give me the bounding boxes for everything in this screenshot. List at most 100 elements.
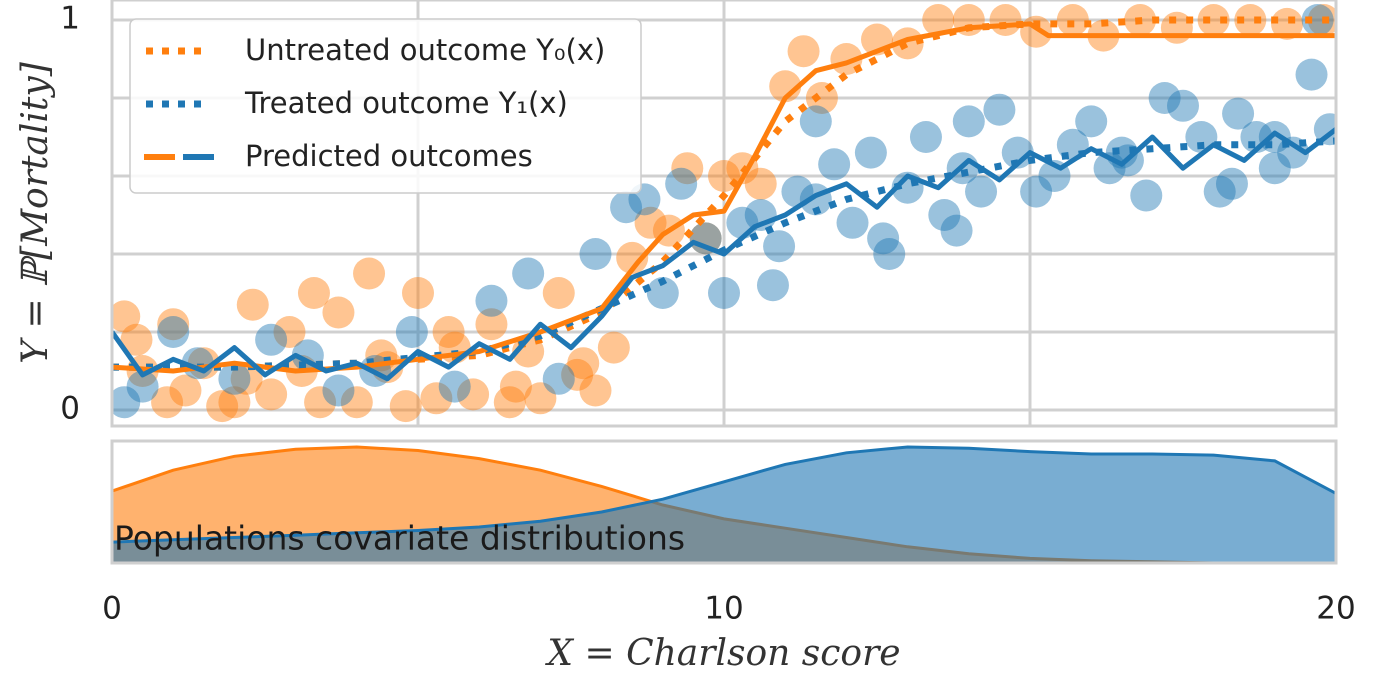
legend-box xyxy=(129,18,642,194)
scatter-point xyxy=(218,386,251,419)
distribution-panel: Populations covariate distributions xyxy=(110,439,1338,565)
y-axis-label: Y = ℙ[Mortality] xyxy=(15,61,56,363)
scatter-point xyxy=(499,370,532,403)
distribution-area xyxy=(112,447,1336,563)
legend-label-treated: Treated outcome Y₁(x) xyxy=(244,86,568,120)
scatter-point xyxy=(1167,89,1199,122)
x-tick-label: 10 xyxy=(704,591,743,627)
scatter-point xyxy=(646,277,679,309)
scatter-point xyxy=(1222,97,1255,130)
scatter-point xyxy=(438,370,471,403)
scatter-point xyxy=(389,390,422,423)
distribution-annotation: Populations covariate distributions xyxy=(114,519,685,558)
scatter-point xyxy=(579,238,612,270)
legend: Untreated outcome Y₀(x) Treated outcome … xyxy=(129,18,642,194)
legend-label-untreated: Untreated outcome Y₀(x) xyxy=(245,33,605,67)
true-outcome-curve xyxy=(112,16,1336,371)
scatter-point xyxy=(126,370,159,403)
outcome-lines xyxy=(112,16,1336,382)
distribution-edge xyxy=(112,445,1336,544)
predicted-outcome-line xyxy=(112,127,1336,382)
scatter-point xyxy=(671,152,704,185)
scatter-point xyxy=(322,296,355,329)
x-tick-labels: 0 10 20 xyxy=(102,591,1356,627)
scatter-point xyxy=(940,214,973,247)
scatter-point xyxy=(542,362,575,395)
scatter-point xyxy=(1148,82,1181,114)
scatter-point xyxy=(457,378,490,411)
scatter-point xyxy=(1215,167,1248,200)
outcome-panel: 01 Y = ℙ[Mortality] Untreated outcome Y₀… xyxy=(15,0,1338,428)
scatter-point xyxy=(420,382,453,415)
scatter-point xyxy=(763,230,796,263)
legend-label-predicted: Predicted outcomes xyxy=(245,139,533,173)
scatter-point xyxy=(579,374,612,407)
scatter-point xyxy=(836,206,869,239)
scatter-point xyxy=(112,300,141,333)
x-axis-label: X = Charlson score xyxy=(544,633,900,674)
scatter-point xyxy=(616,241,649,274)
scatter-point xyxy=(634,206,667,239)
scatter-point xyxy=(567,347,600,380)
scatter-point xyxy=(818,148,851,181)
scatter-point xyxy=(867,222,900,255)
scatter-point xyxy=(402,277,434,309)
scatter-point xyxy=(512,257,545,290)
scatter-point xyxy=(1258,152,1291,185)
scatter-point xyxy=(891,27,924,60)
scatter-point xyxy=(151,386,184,419)
scatter-point xyxy=(756,269,789,302)
scatter-point xyxy=(297,277,330,309)
scatter-point xyxy=(353,257,386,290)
x-tick-label: 0 xyxy=(102,591,122,627)
scatter-point xyxy=(787,35,820,68)
scatter-point xyxy=(255,323,288,356)
scatter-point xyxy=(524,382,557,415)
scatter-point xyxy=(236,288,269,321)
scatter-point xyxy=(1234,4,1267,36)
scatter-point xyxy=(983,93,1016,126)
scatter-point xyxy=(965,175,998,208)
scatter-point xyxy=(597,331,630,364)
scatter-point xyxy=(952,105,985,138)
scatter-point xyxy=(112,386,141,419)
scatter-point xyxy=(1301,4,1334,36)
y-tick-label: 0 xyxy=(60,391,80,427)
scatter-point xyxy=(395,316,428,348)
scatter-point xyxy=(218,362,251,395)
distribution-panel-frame xyxy=(110,439,1338,565)
scatter-point xyxy=(1075,105,1108,138)
scatter-point xyxy=(561,358,594,391)
scatter-point xyxy=(1203,175,1236,208)
scatter-point xyxy=(989,4,1022,36)
scatter-point xyxy=(744,167,777,200)
scatter-point xyxy=(273,316,306,348)
scatter-point xyxy=(922,4,955,36)
scatter-point xyxy=(1001,136,1034,169)
scatter-point xyxy=(304,386,337,419)
scatter-point xyxy=(230,362,263,395)
scatter-point xyxy=(799,105,832,138)
scatter-point xyxy=(157,308,190,341)
scatter-point xyxy=(769,70,802,103)
scatter-point xyxy=(120,323,153,356)
scatter-point xyxy=(610,191,643,224)
scatter-point xyxy=(708,277,740,309)
scatter-point xyxy=(873,238,906,270)
scatter-point xyxy=(187,347,220,380)
scatter-point xyxy=(432,316,465,348)
scatter-point xyxy=(1258,121,1291,153)
scatter-point xyxy=(157,316,190,348)
scatter-point xyxy=(665,167,698,200)
true-outcome-curve xyxy=(112,137,1336,371)
scatter-point xyxy=(322,374,355,407)
y-tick-labels: 01 xyxy=(60,1,80,427)
scatter-point xyxy=(206,390,239,423)
scatter-point xyxy=(928,199,961,231)
scatter-point xyxy=(542,277,575,309)
scatter-point xyxy=(475,284,508,317)
scatter-point xyxy=(1271,7,1304,40)
outcome-panel-frame xyxy=(110,0,1338,428)
scatter-point xyxy=(1307,4,1336,36)
